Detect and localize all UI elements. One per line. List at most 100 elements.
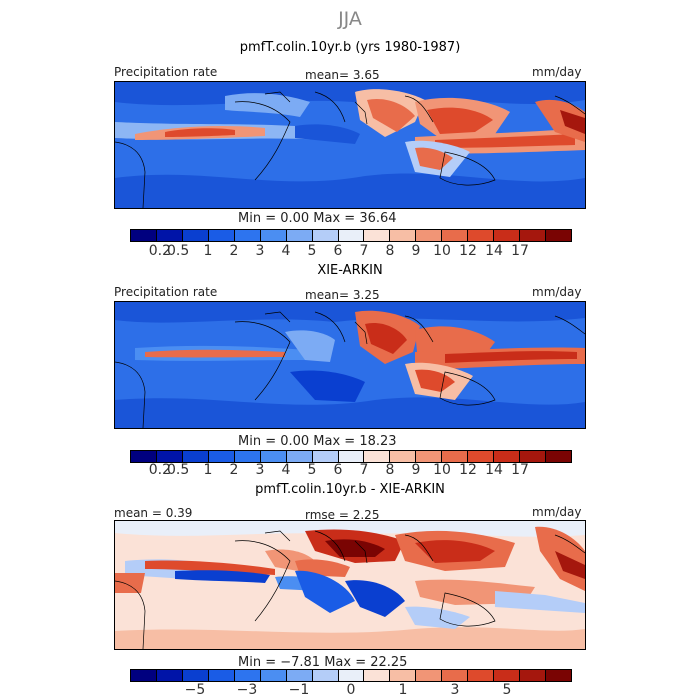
panel-1-title: pmfT.colin.10yr.b (yrs 1980-1987) (239, 40, 461, 55)
panel-2-colorbar-tick-label: 8 (385, 462, 395, 478)
panel-3-colorbar-swatch (338, 670, 365, 681)
panel-1-colorbar-swatch (494, 230, 521, 241)
panel-1-colorbar-tick-label: 17 (511, 243, 529, 259)
panel-3-colorbar-tick-label: −5 (184, 682, 206, 698)
panel-1-colorbar-swatch (338, 230, 365, 241)
panel-3-mean-label: mean = 0.39 (114, 506, 193, 520)
panel-3-colorbar-swatch (546, 670, 571, 681)
panel-2-colorbar-swatch (156, 451, 183, 462)
panel-3-colorbar-swatch (494, 670, 521, 681)
panel-1-colorbar-tick-label: 1 (203, 243, 213, 259)
panel-2-colorbar-swatch (234, 451, 261, 462)
panel-3-colorbar-tick-label: 1 (398, 682, 408, 698)
panel-1-colorbar-swatch (131, 230, 157, 241)
panel-3-units: mm/day (532, 505, 582, 519)
panel-3-colorbar-swatch (208, 670, 235, 681)
panel-3-colorbar-swatch (312, 670, 339, 681)
panel-2-colorbar-tick-label: 3 (255, 462, 265, 478)
panel-2-map (114, 301, 586, 429)
panel-1-colorbar-swatch (182, 230, 209, 241)
panel-2-colorbar-tick-label: 4 (281, 462, 291, 478)
panel-1-map (114, 81, 586, 209)
panel-1-colorbar-swatch (156, 230, 183, 241)
panel-1-minmax: Min = 0.00 Max = 36.64 (238, 211, 397, 226)
panel-1-colorbar-tick-label: 0.2 (148, 243, 172, 259)
panel-3-title: pmfT.colin.10yr.b - XIE-ARKIN (255, 482, 445, 497)
panel-3-colorbar-swatch (520, 670, 546, 681)
panel-3-colorbar-swatch (468, 670, 495, 681)
panel-3-colorbar-swatch (234, 670, 261, 681)
panel-3-colorbar-swatch (442, 670, 469, 681)
panel-1-colorbar-swatch (364, 230, 391, 241)
panel-2-colorbar-swatch (208, 451, 235, 462)
panel-2-left-label: Precipitation rate (114, 285, 218, 299)
panel-1-colorbar-ticks: 0.2 0.5 1 2 3 4 5 6 7 8 9 10 12 14 17 (130, 243, 572, 259)
panel-2-colorbar-swatch (546, 451, 571, 462)
panel-3-colorbar-swatch (182, 670, 209, 681)
panel-1-colorbar-tick-label: 3 (255, 243, 265, 259)
panel-3-colorbar-tick-label: −3 (236, 682, 258, 698)
panel-1-colorbar-swatch (546, 230, 571, 241)
panel-2-colorbar-swatch (364, 451, 391, 462)
panel-1-colorbar-swatch (208, 230, 235, 241)
panel-3-colorbar-swatch (364, 670, 391, 681)
panel-3-colorbar (130, 669, 572, 682)
panel-2-colorbar-tick-label: 7 (359, 462, 369, 478)
panel-1-colorbar-swatch (260, 230, 287, 241)
panel-1-colorbar-tick-label: 6 (333, 243, 343, 259)
panel-1-colorbar-swatch (286, 230, 313, 241)
panel-1-colorbar-tick-label: 14 (485, 243, 503, 259)
panel-2-colorbar-tick-label: 9 (411, 462, 421, 478)
panel-2-colorbar-tick-label: 14 (485, 462, 503, 478)
panel-1-colorbar-tick-label: 10 (433, 243, 451, 259)
panel-2-colorbar-swatch (390, 451, 417, 462)
panel-2-colorbar-swatch (494, 451, 521, 462)
panel-1-colorbar-tick-label: 8 (385, 243, 395, 259)
panel-3-map (114, 520, 586, 650)
panel-3-colorbar-tick-label: 3 (450, 682, 460, 698)
panel-1-colorbar-tick-label: 5 (307, 243, 317, 259)
panel-1-left-label: Precipitation rate (114, 65, 218, 79)
panel-1-colorbar-swatch (234, 230, 261, 241)
panel-1-colorbar-swatch (442, 230, 469, 241)
panel-2-colorbar-tick-label: 6 (333, 462, 343, 478)
panel-1-colorbar-tick-label: 2 (229, 243, 239, 259)
panel-2-colorbar-tick-label: 17 (511, 462, 529, 478)
panel-3-colorbar-tick-label: 5 (502, 682, 512, 698)
panel-2-colorbar-tick-label: 0.5 (166, 462, 190, 478)
panel-2-colorbar-swatch (442, 451, 469, 462)
panel-2-colorbar-swatch (182, 451, 209, 462)
panel-2-minmax: Min = 0.00 Max = 18.23 (238, 434, 397, 449)
panel-2-colorbar-swatch (286, 451, 313, 462)
panel-1-colorbar-swatch (312, 230, 339, 241)
panel-2-colorbar-tick-label: 1 (203, 462, 213, 478)
panel-3-colorbar-ticks: −5 −3 −1 0 1 3 5 (130, 682, 572, 698)
panel-3-colorbar-tick-label: 0 (346, 682, 356, 698)
panel-1-colorbar (130, 229, 572, 242)
panel-3-colorbar-tick-label: −1 (288, 682, 310, 698)
season-title: JJA (338, 8, 362, 30)
panel-1-colorbar-swatch (390, 230, 417, 241)
panel-3-colorbar-swatch (390, 670, 417, 681)
panel-1-colorbar-swatch (468, 230, 495, 241)
panel-3-colorbar-swatch (156, 670, 183, 681)
panel-3-colorbar-swatch (260, 670, 287, 681)
panel-2-colorbar-ticks: 0.2 0.5 1 2 3 4 5 6 7 8 9 10 12 14 17 (130, 462, 572, 478)
panel-1-colorbar-tick-label: 7 (359, 243, 369, 259)
panel-2-units: mm/day (532, 285, 582, 299)
panel-1-colorbar-swatch (520, 230, 546, 241)
panel-2-colorbar-swatch (338, 451, 365, 462)
panel-3-minmax: Min = −7.81 Max = 22.25 (238, 655, 408, 670)
panel-2-colorbar (130, 450, 572, 463)
panel-3-colorbar-swatch (416, 670, 443, 681)
panel-3-rmse-label: rmse = 2.25 (305, 508, 380, 522)
panel-2-colorbar-swatch (416, 451, 443, 462)
panel-2-colorbar-swatch (312, 451, 339, 462)
panel-1-colorbar-tick-label: 0.5 (166, 243, 190, 259)
panel-2-colorbar-swatch (260, 451, 287, 462)
panel-1-colorbar-swatch (416, 230, 443, 241)
panel-2-colorbar-tick-label: 12 (459, 462, 477, 478)
panel-2-colorbar-tick-label: 5 (307, 462, 317, 478)
panel-2-colorbar-swatch (468, 451, 495, 462)
panel-3-colorbar-swatch (131, 670, 157, 681)
